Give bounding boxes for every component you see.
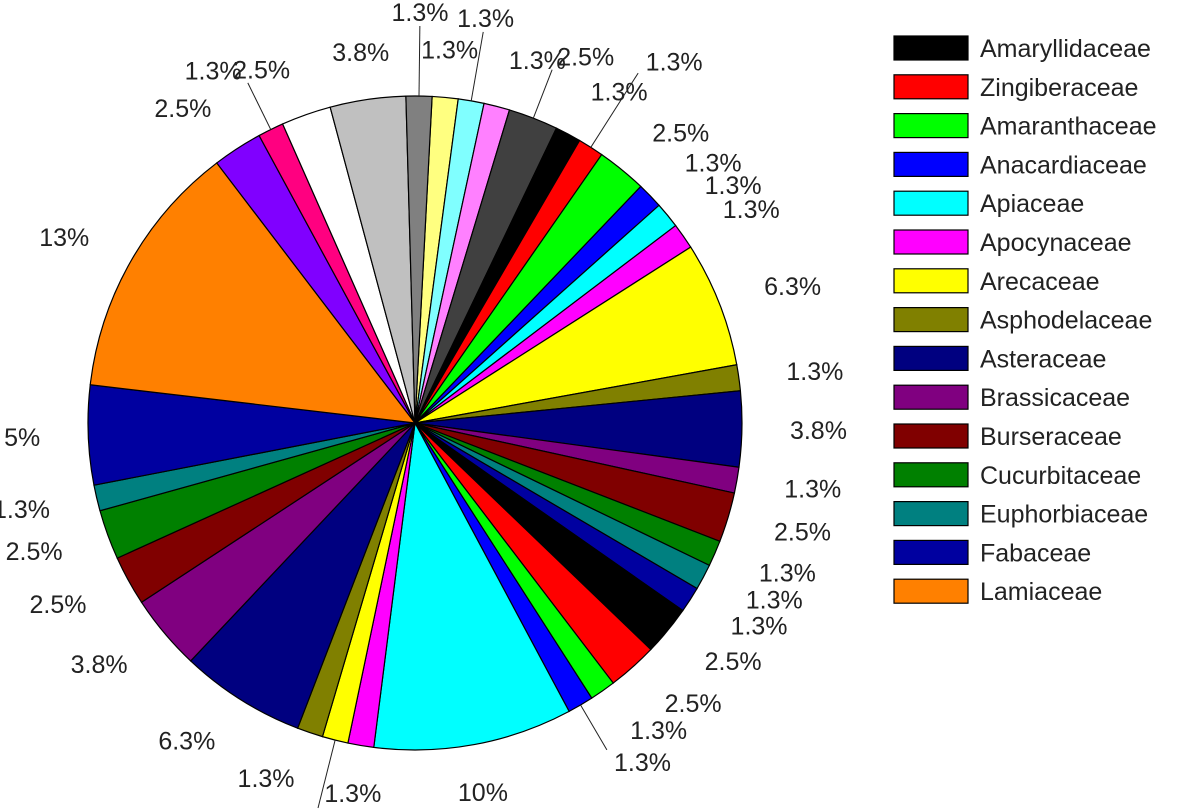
pie-slice — [89, 162, 417, 424]
data-label: 1.3% — [646, 48, 703, 76]
data-label: 13% — [39, 224, 89, 252]
legend-item: Euphorbiaceae — [893, 501, 1148, 529]
legend-label: Burseraceae — [980, 423, 1122, 451]
legend-swatch — [893, 151, 969, 177]
legend-swatch — [893, 35, 969, 61]
pie-slice — [189, 422, 416, 729]
data-label: 6.3% — [158, 727, 215, 755]
legend-swatch — [893, 190, 969, 216]
data-label: 2.5% — [154, 95, 211, 123]
pie-slices — [87, 95, 743, 751]
data-label: 1.3% — [421, 37, 478, 65]
legend-item: Brassicaceae — [893, 384, 1130, 412]
data-label: 2.5% — [652, 120, 709, 148]
leader-line — [532, 69, 553, 119]
legend-label: Cucurbitaceae — [980, 462, 1141, 490]
legend-item: Burseraceae — [893, 423, 1122, 451]
legend-item: Apocynaceae — [893, 229, 1132, 257]
leader-line — [317, 739, 336, 809]
legend-item: Fabaceae — [893, 539, 1091, 567]
legend-swatch — [893, 112, 969, 139]
legend-label: Apocynaceae — [980, 229, 1132, 257]
legend-item: Asteraceae — [893, 345, 1106, 373]
legend-label: Apiaceae — [980, 190, 1084, 218]
legend-swatch — [893, 578, 969, 604]
legend-swatch — [893, 268, 969, 294]
data-label: 2.5% — [705, 648, 762, 676]
data-label: 1.3% — [457, 5, 514, 33]
legend-item: Asphodelaceae — [893, 307, 1152, 335]
data-label: 1.3% — [614, 749, 671, 777]
legend-item: Amaryllidaceae — [893, 35, 1151, 63]
data-label: 1.3% — [723, 196, 780, 224]
legend-item: Arecaceae — [893, 268, 1100, 296]
legend-label: Zingiberaceae — [980, 74, 1138, 102]
legend-label: Euphorbiaceae — [980, 501, 1148, 529]
data-label: 3.8% — [71, 651, 128, 679]
legend-swatch — [893, 501, 969, 527]
legend-label: Amaryllidaceae — [980, 35, 1151, 63]
data-label: 3.8% — [790, 417, 847, 445]
data-label: 2.5% — [6, 538, 63, 566]
pie-leader-lines — [247, 26, 639, 809]
data-label: 1.3% — [630, 717, 687, 745]
data-label: 1.3% — [705, 172, 762, 200]
legend-swatch — [893, 229, 969, 255]
data-label: 2.5% — [665, 690, 722, 718]
data-label: 1.3% — [324, 780, 381, 808]
legend-label: Amaranthaceae — [980, 113, 1157, 141]
data-label: 1.3% — [746, 587, 803, 615]
leader-line — [247, 82, 272, 130]
legend-swatch — [893, 307, 969, 333]
legend-label: Arecaceae — [980, 268, 1100, 296]
legend-swatch — [893, 384, 969, 410]
legend-item: Lamiaceae — [893, 578, 1102, 606]
leader-line — [470, 31, 484, 101]
data-label: 2.5% — [557, 44, 614, 72]
legend-swatch — [893, 462, 969, 488]
data-label: 2.5% — [774, 518, 831, 546]
legend-swatch — [893, 539, 969, 566]
data-label: 1.3% — [392, 0, 449, 27]
legend: Amaryllidaceae Zingiberaceae Amaranthaceae… — [893, 35, 1157, 606]
data-label: 6.3% — [764, 273, 821, 301]
data-label: 1.3% — [286, 809, 343, 810]
legend-item: Apiaceae — [893, 190, 1084, 218]
data-label: 1.3% — [685, 149, 742, 177]
data-label: 5% — [4, 424, 40, 452]
data-label: 1.3% — [591, 79, 648, 107]
data-label: 1.3% — [759, 560, 816, 588]
legend-label: Anacardiaceae — [980, 151, 1147, 179]
data-label: 1.3% — [509, 47, 566, 75]
legend-item: Zingiberaceae — [893, 74, 1138, 102]
legend-swatch — [893, 74, 969, 100]
data-label: 1.3% — [784, 476, 841, 504]
data-label: 2.5% — [29, 591, 86, 619]
leader-line — [418, 26, 421, 97]
legend-label: Asphodelaceae — [980, 307, 1152, 335]
leader-line — [580, 704, 608, 751]
data-label: 1.3% — [185, 57, 242, 85]
data-label: 10% — [458, 779, 508, 807]
pie-slice — [373, 421, 570, 751]
legend-label: Lamiaceae — [980, 578, 1102, 606]
pie-slice — [405, 95, 433, 424]
data-label: 1.3% — [786, 358, 843, 386]
leader-line — [590, 72, 639, 148]
data-label: 3.8% — [332, 39, 389, 67]
legend-item: Cucurbitaceae — [893, 462, 1141, 490]
legend-label: Fabaceae — [980, 539, 1091, 567]
data-label: 1.3% — [731, 613, 788, 641]
legend-label: Brassicaceae — [980, 384, 1130, 412]
data-label: 1.3% — [238, 765, 295, 793]
data-label: 2.5% — [233, 56, 290, 84]
legend-swatch — [893, 345, 969, 371]
pie-data-labels: 1.3%1.3%1.3%2.5%1.3%1.3%2.5%1.3%1.3%1.3%… — [0, 0, 847, 810]
legend-item: Amaranthaceae — [893, 112, 1157, 141]
legend-item: Anacardiaceae — [893, 151, 1147, 179]
data-label: 1.3% — [0, 496, 50, 524]
legend-swatch — [893, 423, 969, 449]
legend-label: Asteraceae — [980, 345, 1106, 373]
